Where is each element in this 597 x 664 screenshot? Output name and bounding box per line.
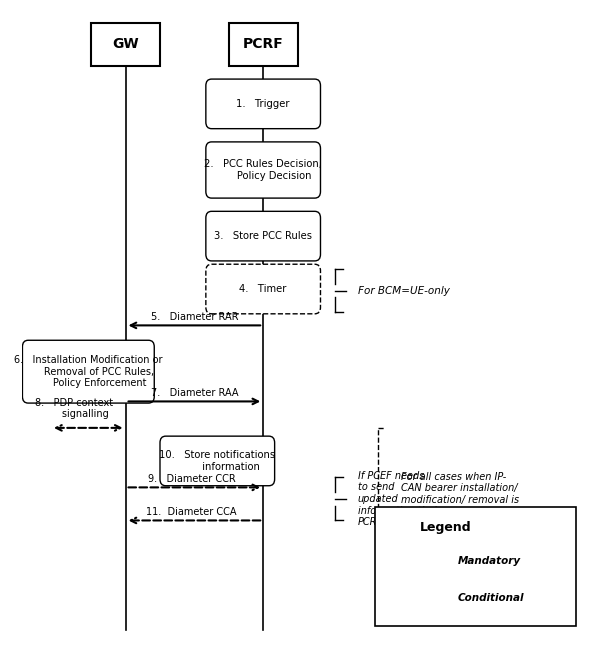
Text: 6.   Installation Modification or
       Removal of PCC Rules,
       Policy Enf: 6. Installation Modification or Removal … <box>14 355 162 388</box>
Text: 9.   Diameter CCR: 9. Diameter CCR <box>147 474 235 484</box>
Text: For BCM=UE-only: For BCM=UE-only <box>358 286 450 295</box>
FancyBboxPatch shape <box>91 23 160 66</box>
FancyBboxPatch shape <box>23 340 154 403</box>
FancyBboxPatch shape <box>375 507 576 626</box>
Text: For all cases when IP-
CAN bearer installation/
modification/ removal is
needed: For all cases when IP- CAN bearer instal… <box>401 471 519 517</box>
FancyBboxPatch shape <box>206 264 321 314</box>
FancyBboxPatch shape <box>206 79 321 129</box>
Text: If PCEF needs
to send
updated
information to
PCRF: If PCEF needs to send updated informatio… <box>358 471 427 527</box>
Text: 11.  Diameter CCA: 11. Diameter CCA <box>146 507 237 517</box>
Text: 8.   PDP context
       signalling: 8. PDP context signalling <box>35 398 113 419</box>
Text: 7.   Diameter RAA: 7. Diameter RAA <box>150 388 238 398</box>
Text: 2.   PCC Rules Decision,
       Policy Decision: 2. PCC Rules Decision, Policy Decision <box>204 159 322 181</box>
Text: 4.   Timer: 4. Timer <box>239 284 287 294</box>
Text: PCRF: PCRF <box>243 37 284 51</box>
FancyBboxPatch shape <box>229 23 297 66</box>
Text: GW: GW <box>112 37 139 51</box>
Text: Conditional: Conditional <box>458 593 525 603</box>
Text: 1.   Trigger: 1. Trigger <box>236 99 290 109</box>
Text: 5.   Diameter RAR: 5. Diameter RAR <box>150 312 238 322</box>
FancyBboxPatch shape <box>206 211 321 261</box>
FancyBboxPatch shape <box>206 142 321 198</box>
Text: 3.   Store PCC Rules: 3. Store PCC Rules <box>214 231 312 241</box>
Text: 10.   Store notifications
         information: 10. Store notifications information <box>159 450 275 471</box>
Text: Mandatory: Mandatory <box>458 556 521 566</box>
FancyBboxPatch shape <box>160 436 275 486</box>
Text: Legend: Legend <box>420 521 472 534</box>
